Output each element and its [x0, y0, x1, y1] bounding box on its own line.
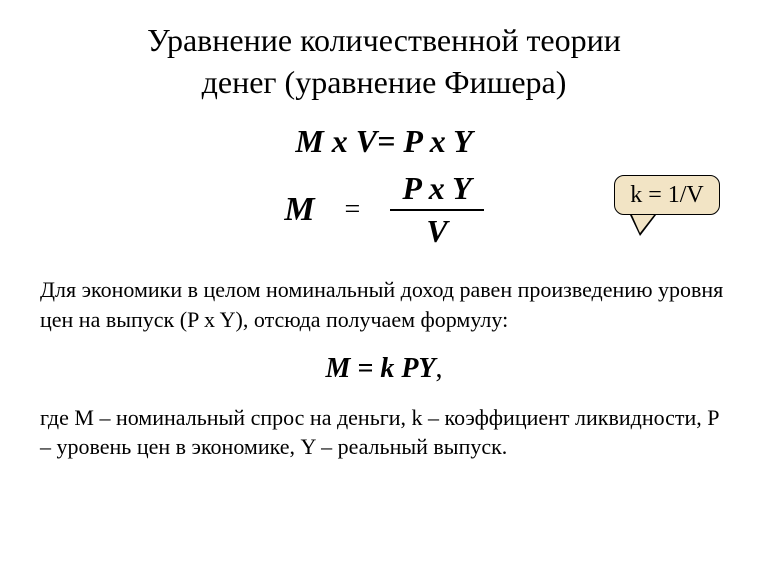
fraction-body: P x Y V [390, 170, 483, 250]
slide-title: Уравнение количественной теории денег (у… [40, 20, 728, 103]
short-equation-row: M = k PY, [40, 353, 728, 385]
fraction-numerator: P x Y [390, 170, 483, 209]
callout-tail [632, 215, 654, 233]
paragraph-2: где М – номинальный спрос на деньги, k –… [40, 403, 728, 462]
callout: k = 1/V [614, 175, 720, 221]
title-line-2: денег (уравнение Фишера) [202, 64, 567, 100]
short-equation-comma: , [436, 353, 443, 384]
short-equation: M = k PY [325, 353, 435, 384]
title-line-1: Уравнение количественной теории [147, 22, 621, 58]
fraction-denominator: V [414, 211, 459, 250]
main-equation: M x V= P x Y [40, 123, 728, 160]
paragraph-1: Для экономики в целом номинальный доход … [40, 275, 728, 334]
callout-box: k = 1/V [614, 175, 720, 215]
fraction-equals: = [345, 194, 361, 226]
fraction-left-var: M [284, 191, 314, 229]
callout-text: k = 1/V [630, 182, 704, 209]
